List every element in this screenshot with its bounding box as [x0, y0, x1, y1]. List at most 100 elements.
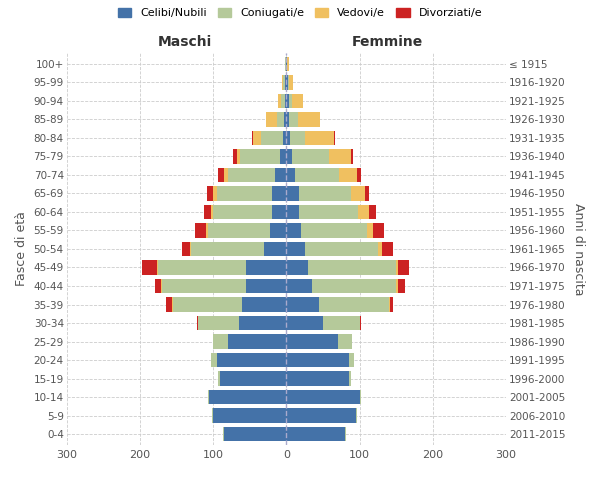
Bar [278, 94, 281, 108]
Bar [211, 352, 217, 368]
Bar [286, 260, 308, 275]
Bar [272, 186, 286, 201]
Bar [236, 149, 240, 164]
Bar [286, 149, 292, 164]
Bar [173, 297, 242, 312]
Bar [246, 260, 286, 275]
Bar [224, 426, 286, 442]
Bar [282, 75, 283, 90]
Bar [272, 204, 286, 220]
Bar [213, 408, 286, 423]
Bar [239, 316, 286, 330]
Bar [218, 168, 224, 182]
Text: Maschi: Maschi [158, 35, 212, 49]
Bar [299, 204, 358, 220]
Bar [286, 56, 287, 72]
Bar [162, 278, 246, 293]
Bar [349, 371, 351, 386]
Bar [213, 204, 272, 220]
Bar [240, 149, 280, 164]
Bar [206, 223, 208, 238]
Bar [284, 112, 286, 127]
Bar [289, 94, 292, 108]
Bar [233, 149, 236, 164]
Bar [285, 56, 286, 72]
Bar [246, 278, 286, 293]
Bar [339, 168, 358, 182]
Bar [242, 297, 286, 312]
Bar [285, 94, 286, 108]
Bar [299, 186, 351, 201]
Bar [277, 112, 284, 127]
Bar [172, 297, 173, 312]
Bar [217, 352, 286, 368]
Bar [166, 297, 172, 312]
Bar [224, 168, 228, 182]
Bar [301, 223, 367, 238]
Bar [265, 242, 286, 256]
Bar [228, 168, 275, 182]
Bar [157, 260, 158, 275]
Bar [359, 316, 361, 330]
Bar [286, 94, 289, 108]
Bar [199, 316, 239, 330]
Bar [182, 242, 190, 256]
Bar [207, 186, 213, 201]
Bar [334, 130, 335, 146]
Bar [286, 408, 356, 423]
Bar [260, 130, 283, 146]
Bar [382, 242, 392, 256]
Bar [208, 223, 270, 238]
Bar [228, 334, 286, 349]
Bar [396, 260, 398, 275]
Bar [223, 426, 224, 442]
Bar [266, 112, 277, 127]
Bar [295, 168, 339, 182]
Bar [367, 223, 373, 238]
Bar [389, 297, 393, 312]
Bar [283, 130, 286, 146]
Bar [220, 371, 286, 386]
Bar [396, 278, 398, 293]
Bar [203, 204, 211, 220]
Bar [338, 334, 352, 349]
Bar [351, 186, 365, 201]
Bar [191, 242, 265, 256]
Bar [286, 242, 305, 256]
Bar [286, 334, 338, 349]
Bar [312, 278, 396, 293]
Bar [359, 390, 361, 404]
Bar [378, 242, 382, 256]
Bar [308, 260, 396, 275]
Bar [287, 56, 289, 72]
Bar [351, 149, 353, 164]
Y-axis label: Anni di nascita: Anni di nascita [572, 202, 585, 295]
Bar [289, 75, 293, 90]
Bar [280, 149, 286, 164]
Bar [142, 260, 157, 275]
Text: Femmine: Femmine [352, 35, 423, 49]
Bar [292, 149, 329, 164]
Bar [218, 371, 220, 386]
Bar [158, 260, 246, 275]
Bar [398, 278, 405, 293]
Bar [190, 242, 191, 256]
Bar [286, 223, 301, 238]
Bar [288, 75, 289, 90]
Bar [286, 390, 359, 404]
Bar [286, 204, 299, 220]
Bar [286, 297, 319, 312]
Bar [292, 94, 303, 108]
Bar [212, 408, 213, 423]
Bar [289, 112, 298, 127]
Bar [252, 130, 253, 146]
Bar [286, 316, 323, 330]
Bar [253, 130, 260, 146]
Legend: Celibi/Nubili, Coniugati/e, Vedovi/e, Divorziati/e: Celibi/Nubili, Coniugati/e, Vedovi/e, Di… [113, 3, 487, 22]
Bar [270, 223, 286, 238]
Bar [286, 426, 345, 442]
Bar [398, 260, 409, 275]
Bar [281, 94, 285, 108]
Bar [349, 352, 355, 368]
Bar [305, 242, 378, 256]
